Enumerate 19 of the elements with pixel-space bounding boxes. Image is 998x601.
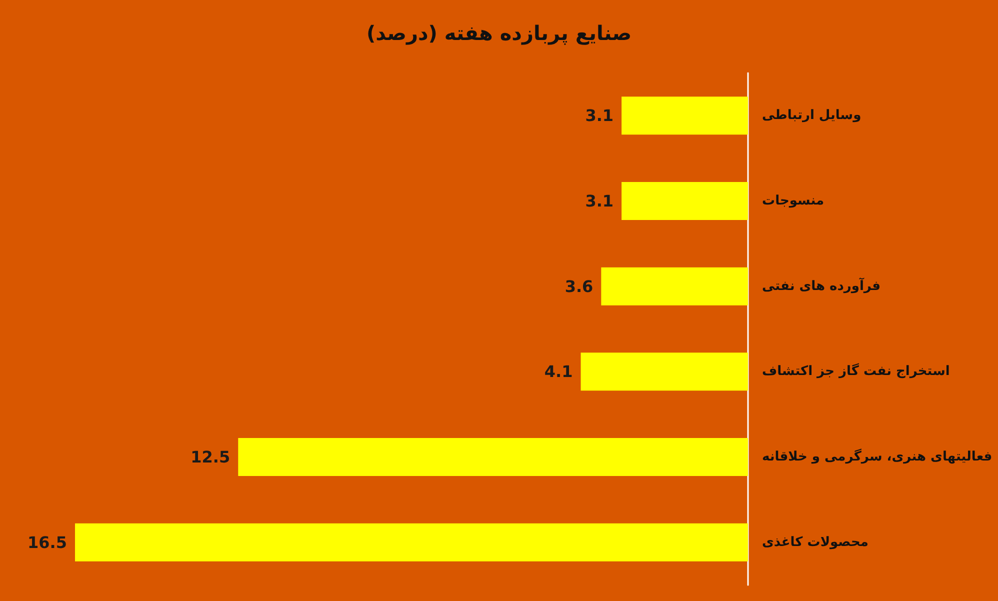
y-tick-label: وسایل ارتباطی [762,108,862,124]
bar [601,267,748,306]
bar [580,352,748,391]
y-tick-label: محصولات کاغذی [762,534,868,550]
data-label: 12.5 [190,448,230,466]
bar [622,182,748,220]
y-tick-label: استخراج نفت گاز جز اکتشاف [762,363,950,380]
bar [238,438,748,476]
data-label: 4.1 [544,362,573,382]
bar [622,96,748,135]
y-tick-label: فرآورده های نفتی [762,276,881,294]
data-label: 3.1 [585,106,614,126]
y-tick-label: فعالیتهای هنری، سرگرمی و خلاقانه [762,448,992,464]
data-label: 3.1 [585,192,614,210]
y-tick-label: منسوجات [762,194,824,208]
bar [75,523,748,562]
chart-title: صنایع پربازده هفته (درصد) [366,21,632,45]
data-label: 3.6 [564,276,594,296]
data-label: 16.5 [28,532,67,552]
